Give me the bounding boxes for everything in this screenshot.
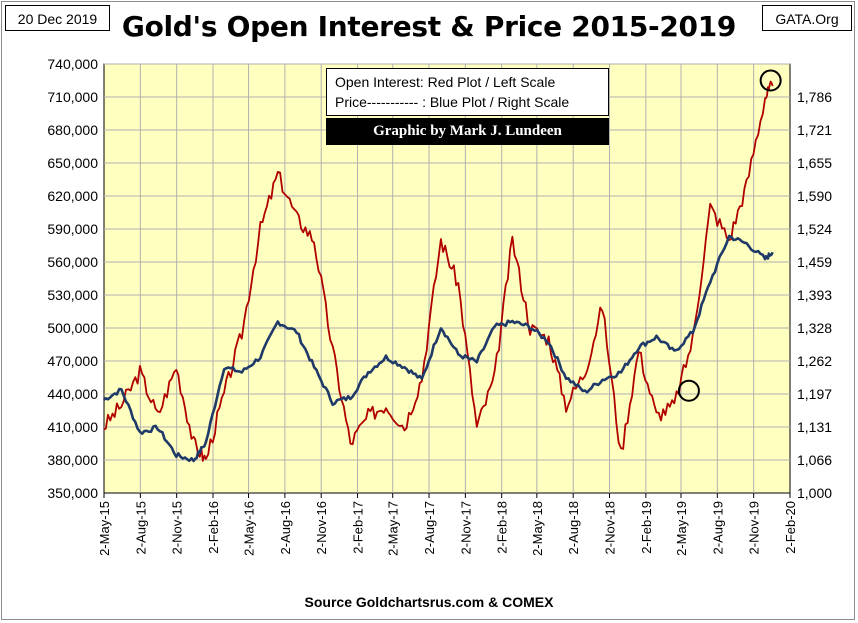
- x-tick-label: 2-Nov-18: [603, 501, 618, 554]
- y-left-tick-label: 410,000: [47, 419, 98, 435]
- x-tick-label: 2-Feb-20: [783, 501, 798, 554]
- series-line-price: [102, 234, 774, 463]
- y-right-tick-label: 1,393: [797, 287, 832, 303]
- legend-line-price: Price----------- : Blue Plot / Right Sca…: [335, 94, 570, 110]
- x-tick-label: 2-Feb-19: [639, 501, 654, 554]
- y-left-tick-label: 350,000: [47, 485, 98, 501]
- x-tick-label: 2-Aug-17: [422, 501, 437, 554]
- x-tick-label: 2-May-17: [386, 501, 401, 556]
- y-left-tick-label: 650,000: [47, 155, 98, 171]
- x-tick-label: 2-Nov-16: [314, 501, 329, 554]
- y-left-tick-label: 740,000: [47, 56, 98, 72]
- y-right-tick-label: 1,786: [797, 89, 832, 105]
- x-tick-label: 2-Nov-15: [170, 501, 185, 554]
- y-left-tick-label: 590,000: [47, 221, 98, 237]
- chart-title: Gold's Open Interest & Price 2015-2019: [121, 10, 737, 43]
- x-tick-label: 2-Aug-18: [566, 501, 581, 554]
- x-tick-label: 2-Aug-16: [278, 501, 293, 554]
- x-tick-label: 2-Feb-16: [206, 501, 221, 554]
- y-right-tick-label: 1,459: [797, 254, 832, 270]
- x-tick-label: 2-May-15: [97, 501, 112, 556]
- y-left-tick-label: 620,000: [47, 188, 98, 204]
- x-tick-label: 2-Nov-19: [747, 501, 762, 554]
- y-left-tick-label: 710,000: [47, 89, 98, 105]
- y-left-tick-label: 470,000: [47, 353, 98, 369]
- credit-label: Graphic by Mark J. Lundeen: [326, 118, 609, 145]
- y-right-tick-label: 1,000: [797, 485, 832, 501]
- y-right-tick-label: 1,524: [797, 221, 832, 237]
- annotation-circle: [759, 69, 782, 92]
- x-tick-label: 2-May-18: [530, 501, 545, 556]
- y-right-tick-label: 1,066: [797, 452, 832, 468]
- y-left-tick-label: 440,000: [47, 386, 98, 402]
- x-tick-label: 2-Feb-18: [495, 501, 510, 554]
- y-right-tick-label: 1,328: [797, 320, 832, 336]
- legend-line-open-interest: Open Interest: Red Plot / Left Scale: [335, 74, 556, 90]
- x-tick-label: 2-Feb-17: [351, 501, 366, 554]
- y-left-tick-label: 500,000: [47, 320, 98, 336]
- y-right-tick-label: 1,655: [797, 155, 832, 171]
- date-label: 20 Dec 2019: [5, 5, 110, 31]
- y-right-tick-label: 1,197: [797, 386, 832, 402]
- x-tick-label: 2-May-19: [674, 501, 689, 556]
- y-left-tick-label: 380,000: [47, 452, 98, 468]
- annotation-circle: [677, 379, 700, 402]
- series-line-open-interest: [103, 80, 774, 462]
- legend: Open Interest: Red Plot / Left Scale Pri…: [326, 68, 609, 116]
- x-tick-label: 2-Nov-17: [458, 501, 473, 554]
- x-tick-label: 2-Aug-19: [710, 501, 725, 554]
- x-tick-label: 2-May-16: [242, 501, 257, 556]
- y-right-tick-label: 1,262: [797, 353, 832, 369]
- source-label: Source Goldchartsrus.com & COMEX: [304, 594, 554, 610]
- y-left-tick-label: 680,000: [47, 122, 98, 138]
- y-right-tick-label: 1,590: [797, 188, 832, 204]
- brand-label: GATA.Org: [762, 5, 852, 31]
- y-left-tick-label: 560,000: [47, 254, 98, 270]
- y-right-tick-label: 1,131: [797, 419, 832, 435]
- y-left-tick-label: 530,000: [47, 287, 98, 303]
- x-tick-label: 2-Aug-15: [133, 501, 148, 554]
- y-right-tick-label: 1,721: [797, 122, 832, 138]
